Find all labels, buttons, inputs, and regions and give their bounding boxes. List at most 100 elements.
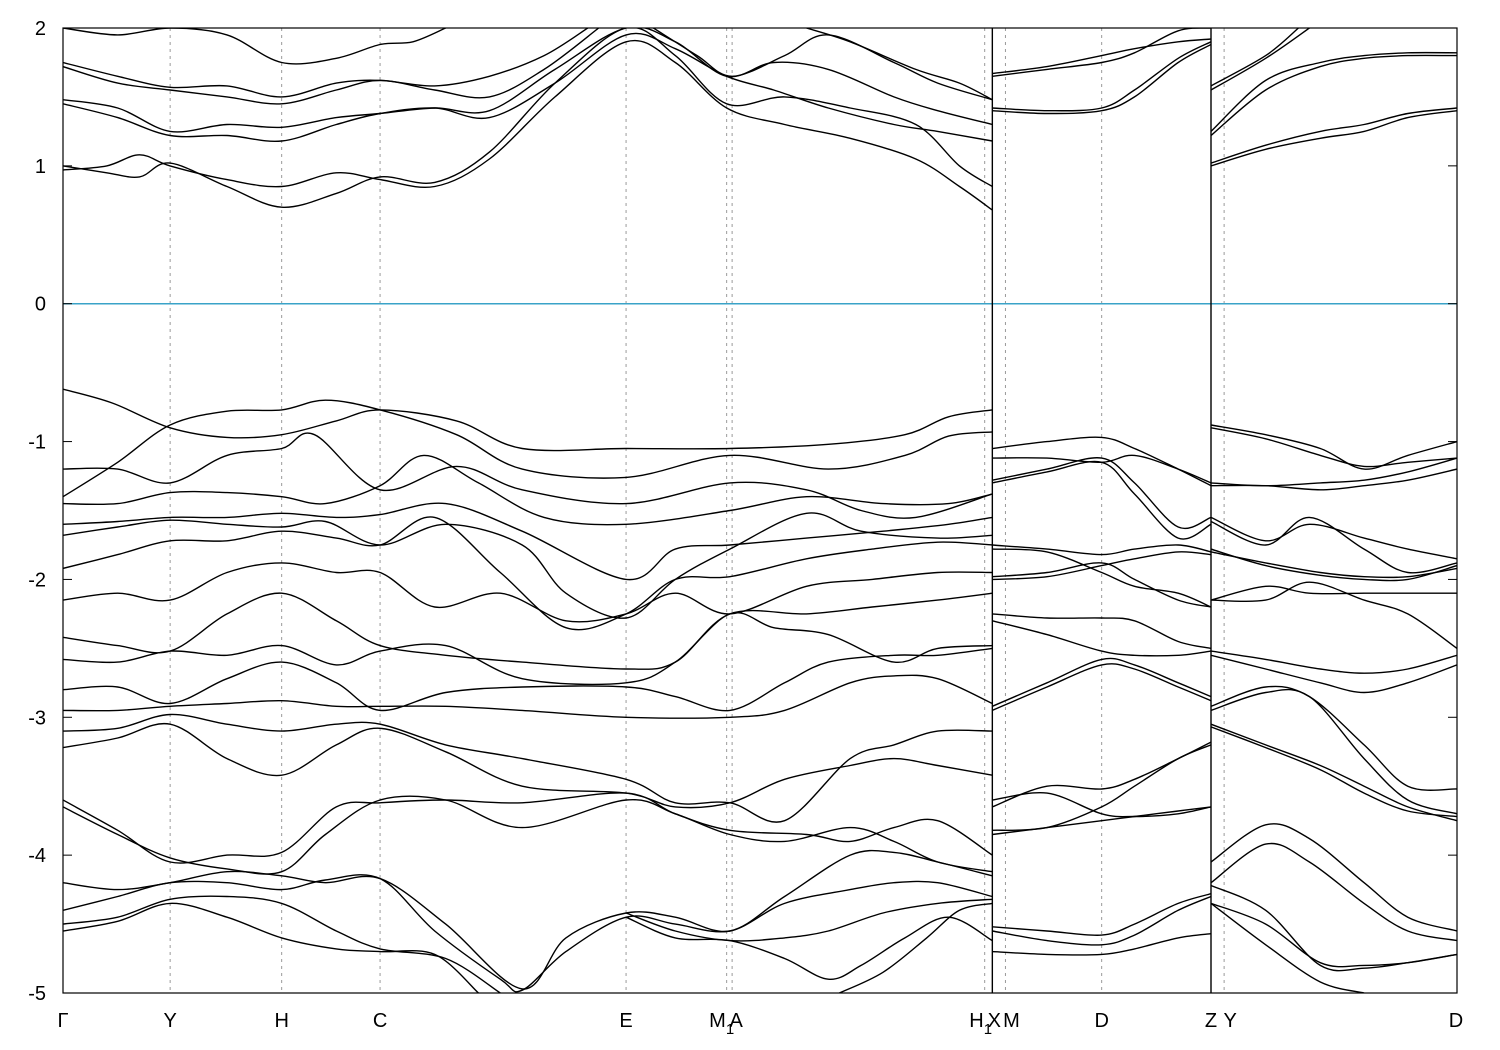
band-line: [625, 898, 993, 942]
band-line: [1211, 902, 1457, 968]
x-tick-label: E: [619, 1010, 632, 1032]
band-line: [1211, 688, 1457, 815]
y-tick-label: -4: [28, 845, 46, 867]
band-line: [63, 432, 993, 519]
kpoint-gridlines: [169, 28, 1225, 993]
band-line: [63, 849, 993, 990]
x-tick-label: D: [1094, 1010, 1108, 1032]
band-line: [1211, 468, 1457, 491]
band-line: [1211, 110, 1457, 167]
band-line: [653, 28, 993, 101]
x-tick-label: Y: [163, 1010, 176, 1032]
band-line: [63, 592, 993, 670]
band-line: [1211, 54, 1457, 137]
band-line: [63, 895, 501, 993]
band-line: [63, 722, 993, 809]
x-tick-label: Γ: [57, 1010, 68, 1032]
band-line: [839, 902, 993, 993]
band-line: [63, 32, 993, 143]
band-line: [1211, 685, 1457, 791]
band-line: [1211, 457, 1457, 487]
band-line: [1211, 551, 1457, 579]
band-line: [63, 647, 993, 712]
band-line: [992, 41, 1211, 112]
band-line: [992, 895, 1211, 946]
band-line: [1211, 723, 1457, 822]
band-line: [1211, 424, 1457, 470]
band-line: [63, 874, 993, 993]
y-tick-label: 0: [35, 294, 46, 316]
band-line: [806, 28, 993, 101]
band-line: [992, 933, 1211, 956]
band-line: [63, 902, 479, 993]
band-line: [1211, 726, 1457, 818]
band-line: [992, 893, 1211, 936]
band-line: [992, 43, 1211, 115]
band-line: [992, 544, 1211, 556]
band-line: [992, 28, 1211, 77]
band-line: [63, 611, 993, 686]
x-tick-label: D: [1449, 1010, 1463, 1032]
band-line: [63, 399, 993, 498]
y-tick-label: -2: [28, 569, 46, 591]
band-line: [63, 713, 993, 823]
band-line: [992, 551, 1211, 581]
band-line: [63, 388, 993, 452]
bands-layer: [63, 28, 1457, 993]
band-line: [992, 657, 1211, 707]
band-line: [1211, 516, 1457, 560]
band-line: [63, 454, 993, 526]
band-line: [1211, 516, 1457, 574]
band-line: [625, 916, 993, 980]
band-line: [63, 39, 993, 211]
x-tick-label: H: [274, 1010, 288, 1032]
x-tick-label: M: [1003, 1010, 1020, 1032]
x-tick-label: Y: [1223, 1010, 1236, 1032]
x-tick-label: Z: [1205, 1010, 1217, 1032]
band-line: [1211, 581, 1457, 649]
y-tick-label: 1: [35, 156, 46, 178]
band-line: [992, 548, 1211, 608]
band-line: [992, 620, 1211, 657]
band-line: [992, 457, 1211, 530]
y-axis: 2 1 0 -1 -2 -3 -4 -5: [28, 18, 1457, 1005]
band-line: [992, 562, 1211, 608]
band-line: [1211, 28, 1310, 91]
band-line: [1211, 654, 1457, 694]
band-line: [63, 28, 993, 208]
x-tick-label: X: [988, 1010, 1001, 1032]
band-line: [1211, 548, 1457, 582]
band-line: [63, 674, 993, 719]
band-line: [63, 792, 993, 864]
y-tick-label: -1: [28, 432, 46, 454]
band-line: [1211, 51, 1457, 132]
y-tick-label: -3: [28, 707, 46, 729]
band-line: [63, 502, 993, 581]
band-line: [63, 28, 993, 133]
band-line: [63, 512, 993, 619]
band-line: [1211, 585, 1457, 601]
band-line: [992, 38, 1211, 75]
band-line: [992, 791, 1211, 818]
band-line: [63, 516, 993, 631]
y-tick-label: 2: [35, 18, 46, 40]
band-line: [1211, 107, 1457, 164]
band-line: [1211, 842, 1457, 942]
band-line: [1211, 823, 1457, 932]
band-line: [63, 562, 993, 623]
band-line: [1211, 902, 1365, 993]
band-line: [63, 28, 589, 98]
plot-frame-layer: [62, 27, 1458, 994]
x-tick-label: C: [373, 1010, 387, 1032]
band-line: [992, 454, 1211, 484]
x-axis: Γ Y H C E M1A H1X M D Z Y D: [57, 1010, 1463, 1038]
y-tick-label: -5: [28, 983, 46, 1005]
band-line: [1211, 650, 1457, 674]
band-line: [992, 460, 1211, 540]
band-line: [63, 28, 600, 105]
band-line: [1211, 884, 1457, 972]
x-tick-label: A: [729, 1010, 743, 1032]
band-line: [63, 795, 993, 875]
band-line: [992, 613, 1211, 650]
